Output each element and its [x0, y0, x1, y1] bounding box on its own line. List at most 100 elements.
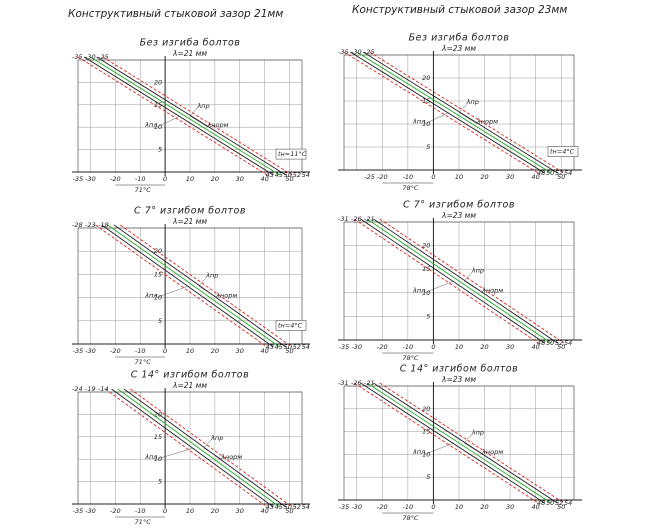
range-label: 78°C — [402, 514, 419, 522]
diagram-line — [113, 224, 287, 348]
end-tick-label: 52 — [293, 503, 301, 511]
end-tick-label: 45 — [275, 171, 283, 179]
panel-title: С 7° изгибом болтов — [134, 206, 246, 217]
top-tick-label: -26 — [351, 215, 362, 223]
lambda-label: λ=23 мм — [441, 211, 476, 220]
y-tick-label: 5 — [426, 312, 430, 320]
end-tick-label: 48 — [537, 499, 545, 507]
lambda-marker: λпр — [196, 102, 209, 110]
top-tick-label: -26 — [351, 379, 362, 387]
x-tick-label: 30 — [236, 507, 244, 515]
end-tick-label: 54 — [302, 503, 310, 511]
y-tick-label: 20 — [422, 242, 430, 250]
x-tick-label: 20 — [480, 343, 488, 351]
lambda-marker: λпр — [205, 272, 218, 280]
x-tick-label: 10 — [455, 173, 463, 181]
y-tick-label: 20 — [422, 74, 430, 82]
leader — [463, 272, 472, 282]
diagram-line — [350, 51, 545, 174]
diagram-line — [366, 382, 552, 504]
top-tick-label: -14 — [98, 385, 109, 393]
leader — [198, 277, 207, 287]
x-tick-label: -30 — [351, 503, 362, 511]
diagram-line — [356, 51, 552, 174]
leader — [458, 112, 477, 124]
top-tick-label: -31 — [338, 379, 349, 387]
x-tick-label: -30 — [85, 347, 96, 355]
diagram-line — [379, 218, 565, 344]
x-tick-label: -20 — [110, 507, 121, 515]
lambda-marker: λнорм — [481, 286, 503, 294]
top-tick-label: -35 — [338, 48, 349, 56]
x-tick-label: 0 — [431, 173, 435, 181]
x-tick-label: 40 — [532, 503, 540, 511]
leader — [198, 285, 217, 298]
x-tick-label: 40 — [261, 175, 269, 183]
end-tick-label: 52 — [293, 171, 301, 179]
x-tick-label: 30 — [506, 503, 514, 511]
panel-title: С 14° изгибом болтов — [400, 364, 518, 375]
lambda-marker: λпл — [412, 448, 425, 456]
end-tick-label: 54 — [564, 499, 572, 507]
range-label: 71°C — [135, 518, 152, 526]
y-tick-label: 20 — [154, 410, 162, 418]
temp-label: tн=11°C — [278, 150, 307, 158]
leader — [203, 439, 212, 449]
end-tick-label: 52 — [555, 499, 563, 507]
end-tick-label: 48 — [537, 169, 545, 177]
diagram-line — [111, 388, 274, 508]
panel-title: С 7° изгибом болтов — [403, 200, 515, 211]
x-tick-label: -35 — [339, 503, 350, 511]
leader — [424, 280, 454, 293]
diagram-line — [90, 56, 280, 176]
diagram-line — [366, 218, 552, 344]
lambda-label: λ=23 мм — [441, 44, 476, 53]
y-tick-label: 10 — [422, 289, 430, 297]
end-tick-label: 50 — [284, 171, 292, 179]
top-tick-label: -25 — [364, 48, 375, 56]
end-tick-label: 54 — [564, 169, 572, 177]
diagram-line — [96, 56, 287, 176]
lambda-marker: λнорм — [206, 121, 228, 129]
x-tick-label: 20 — [480, 173, 488, 181]
end-tick-label: 50 — [546, 169, 554, 177]
end-tick-label: 50 — [284, 343, 292, 351]
y-tick-label: 10 — [422, 450, 430, 458]
y-tick-label: 15 — [154, 101, 162, 109]
temp-label: tн=4°C — [550, 148, 575, 156]
x-tick-label: 20 — [211, 507, 219, 515]
lambda-marker: λпр — [210, 434, 223, 442]
range-label: 71°C — [135, 186, 152, 194]
y-tick-label: 20 — [154, 78, 162, 86]
x-tick-label: 50 — [285, 347, 293, 355]
y-tick-label: 10 — [422, 120, 430, 128]
end-tick-label: 52 — [555, 339, 563, 347]
top-tick-label: -25 — [98, 53, 109, 61]
diagram-line — [77, 56, 268, 176]
diagram-line — [369, 51, 565, 174]
diagram-line — [373, 382, 558, 504]
x-tick-label: 50 — [285, 507, 293, 515]
diagram-line — [83, 56, 274, 176]
y-tick-label: 15 — [154, 433, 162, 441]
y-tick-label: 10 — [154, 294, 162, 302]
x-tick-label: -10 — [403, 343, 414, 351]
x-tick-label: 10 — [186, 347, 194, 355]
x-tick-label: -30 — [85, 507, 96, 515]
diagram-line — [362, 51, 558, 174]
end-tick-label: 52 — [293, 343, 301, 351]
top-tick-label: -30 — [85, 53, 96, 61]
end-tick-label: 43 — [266, 171, 274, 179]
end-tick-label: 50 — [284, 503, 292, 511]
x-tick-label: 10 — [455, 503, 463, 511]
temp-box — [275, 320, 307, 331]
x-tick-label: -10 — [135, 507, 146, 515]
x-tick-label: -30 — [351, 343, 362, 351]
x-tick-label: 40 — [532, 173, 540, 181]
leader — [458, 104, 467, 113]
top-tick-label: -24 — [72, 385, 83, 393]
top-tick-label: -23 — [85, 221, 96, 229]
diagram-line — [102, 56, 293, 176]
x-tick-label: -25 — [364, 173, 375, 181]
lambda-marker: λнорм — [476, 118, 498, 126]
